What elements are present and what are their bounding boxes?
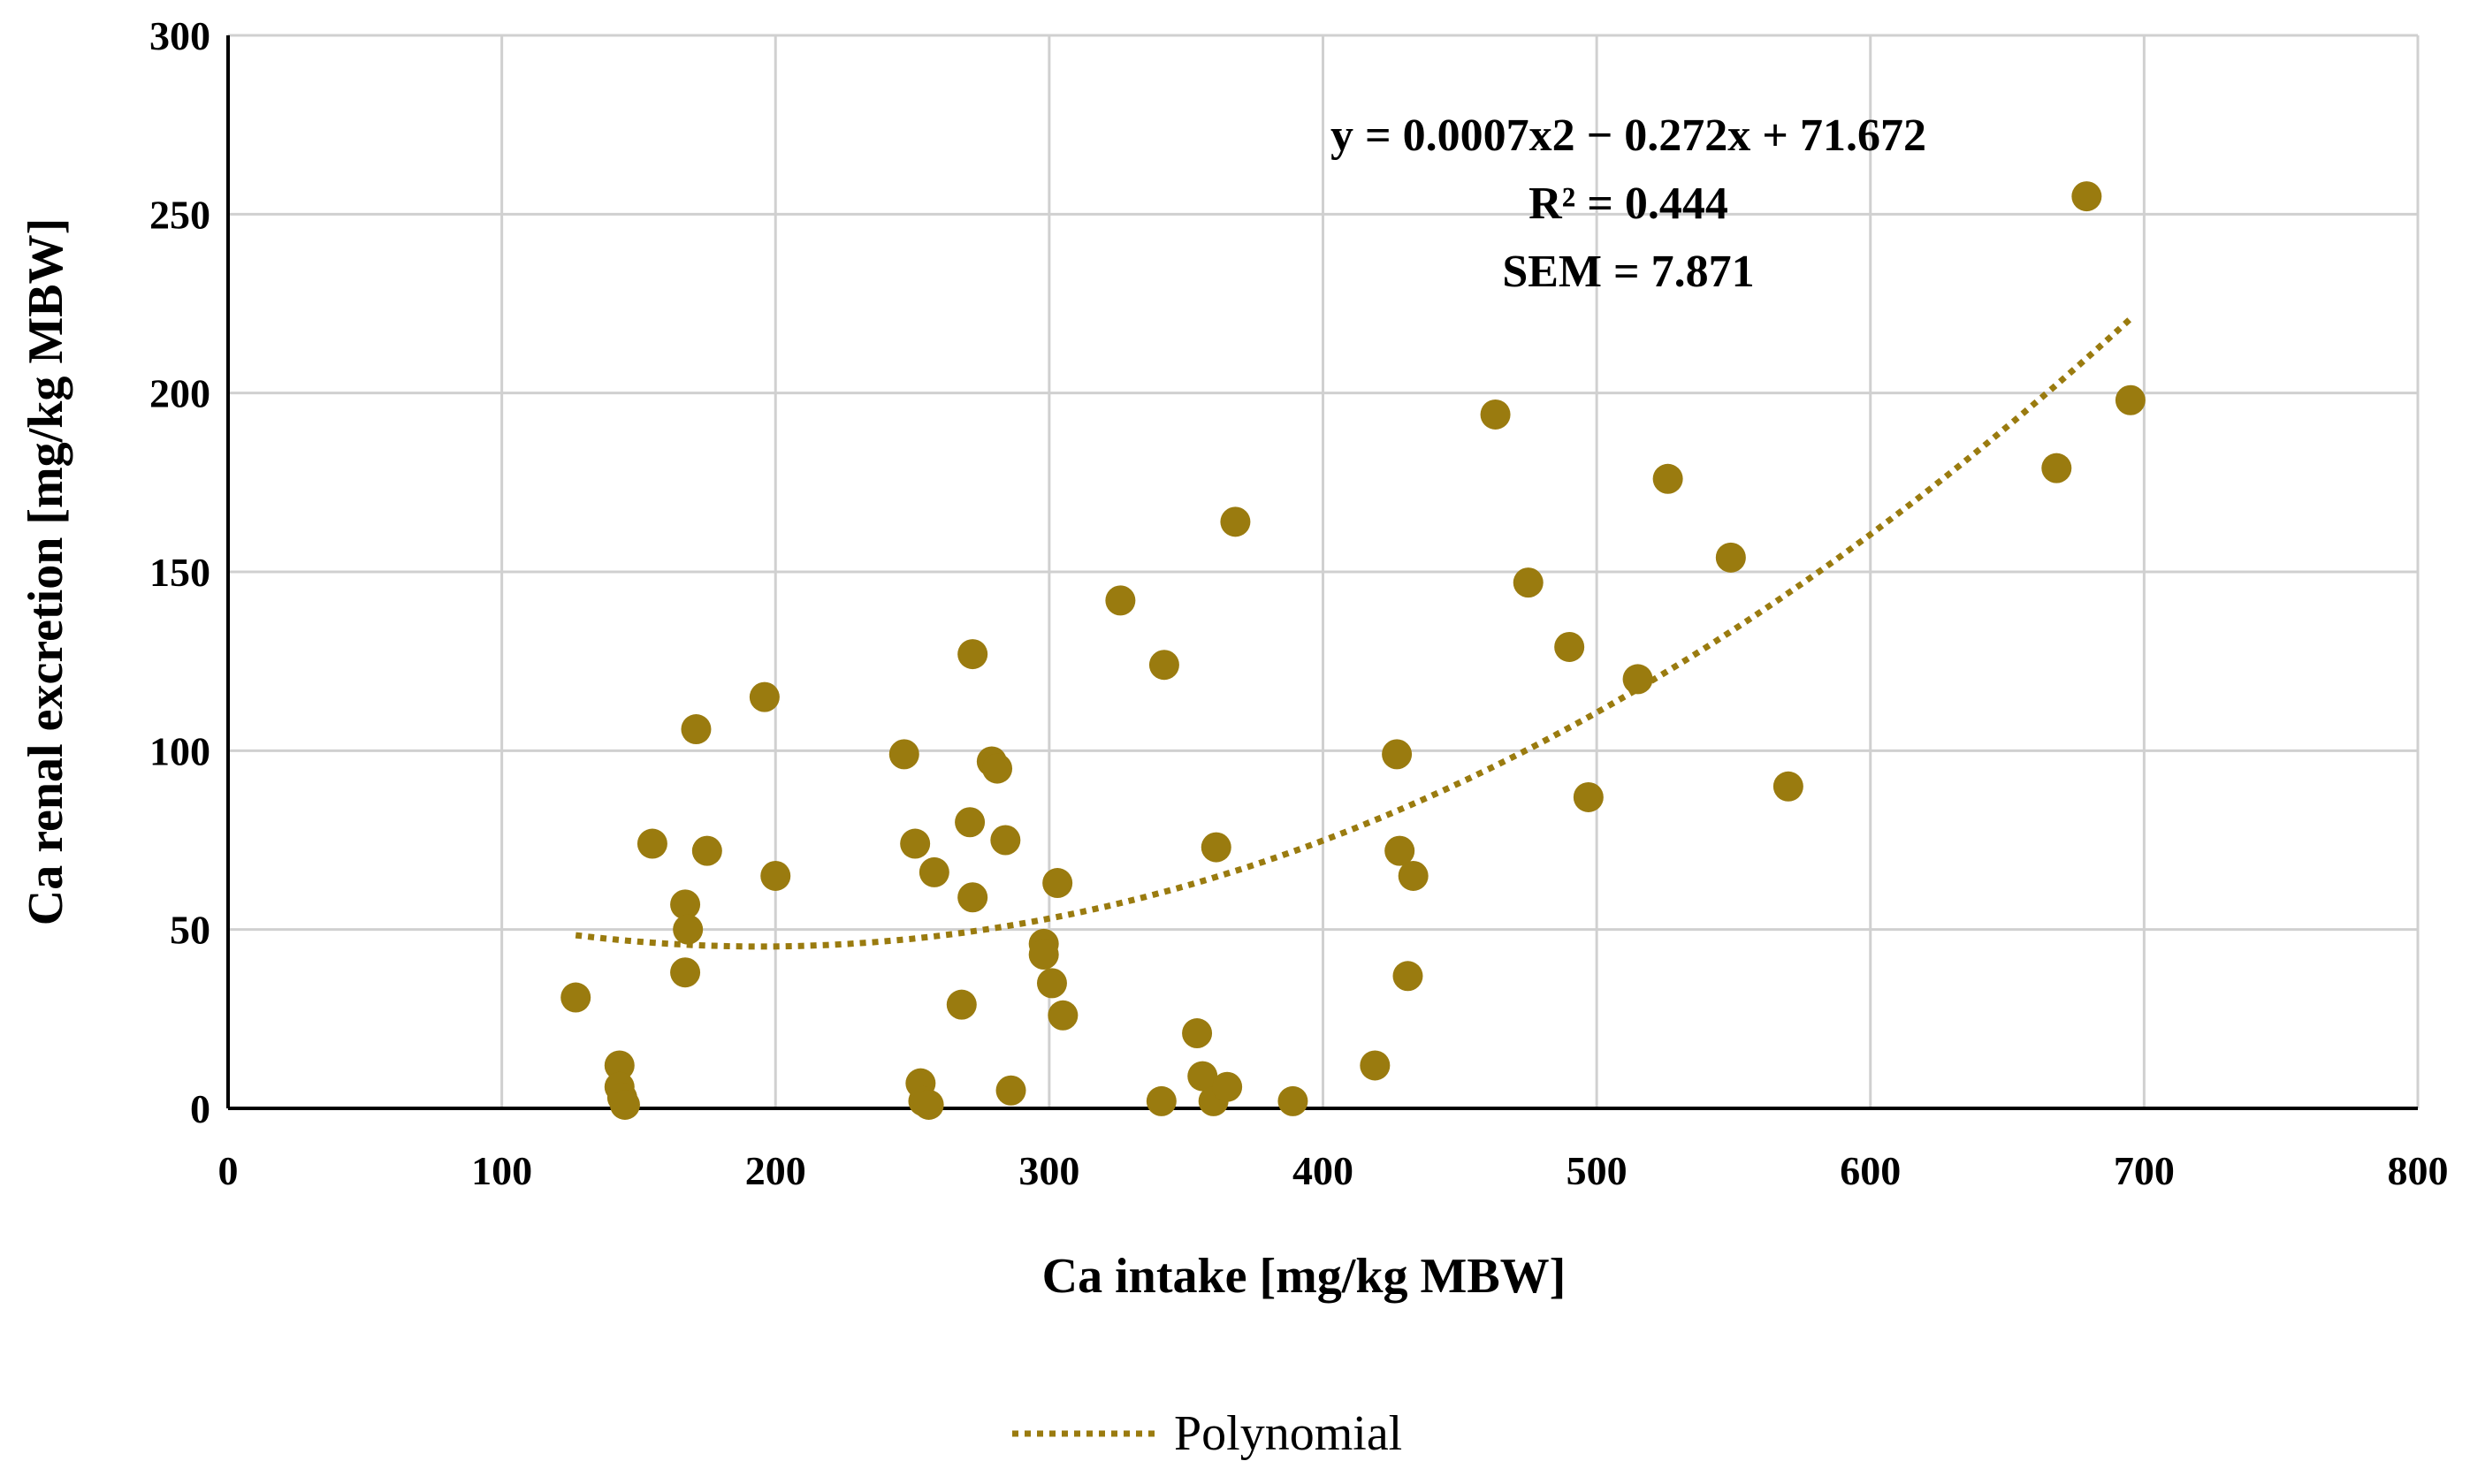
data-point <box>1392 961 1423 992</box>
sem-value: SEM = 7.871 <box>1502 247 1754 297</box>
y-tick-label: 50 <box>170 908 210 953</box>
data-point <box>900 828 931 859</box>
data-point <box>1573 781 1604 812</box>
data-point <box>888 739 919 770</box>
data-point <box>1360 1050 1391 1081</box>
x-tick-label: 500 <box>1567 1148 1628 1193</box>
trend-equation: y = 0.0007x2 − 0.272x + 71.672 <box>1330 110 1926 161</box>
x-tick-label: 400 <box>1292 1148 1353 1193</box>
data-point <box>2041 453 2072 483</box>
data-point <box>691 835 722 866</box>
x-tick-label: 0 <box>218 1148 239 1193</box>
data-point <box>670 957 701 988</box>
y-axis-title: Ca renal excretion [mg/kg MBW] <box>19 218 73 925</box>
data-points <box>560 181 2146 1120</box>
data-point <box>670 889 701 920</box>
data-point <box>749 681 780 712</box>
data-point <box>990 825 1021 856</box>
data-point <box>2115 384 2146 415</box>
data-point <box>1182 1018 1213 1049</box>
legend: Polynomial <box>1012 1406 1402 1461</box>
data-point <box>1042 868 1073 899</box>
data-point <box>1554 631 1585 662</box>
y-tick-label: 100 <box>149 728 210 773</box>
data-point <box>1028 939 1059 970</box>
trendline <box>575 316 2133 950</box>
data-point <box>1715 542 1746 573</box>
data-point <box>913 1089 944 1120</box>
data-point <box>1772 771 1803 802</box>
data-point <box>957 639 988 670</box>
data-point <box>1652 463 1683 494</box>
data-point <box>637 828 667 859</box>
data-point <box>673 914 704 945</box>
x-tick-label: 700 <box>2114 1148 2175 1193</box>
r-squared: R² = 0.444 <box>1529 179 1728 229</box>
y-tick-label: 0 <box>190 1086 210 1131</box>
data-point <box>1382 739 1413 770</box>
x-tick-label: 100 <box>471 1148 532 1193</box>
data-point <box>2071 181 2102 212</box>
data-point <box>1398 860 1429 891</box>
data-point <box>1105 585 1136 616</box>
x-axis-title: Ca intake [mg/kg MBW] <box>1042 1249 1567 1304</box>
data-point <box>982 753 1013 784</box>
y-tick-label: 200 <box>149 371 210 416</box>
data-point <box>609 1089 640 1120</box>
data-point <box>1146 1085 1177 1116</box>
x-tick-label: 300 <box>1018 1148 1079 1193</box>
data-point <box>1187 1061 1218 1092</box>
x-tick-label: 800 <box>2388 1148 2449 1193</box>
data-point <box>995 1075 1026 1106</box>
data-point <box>1480 399 1511 430</box>
grid <box>228 34 2420 1108</box>
legend-label-polynomial: Polynomial <box>1174 1406 1402 1461</box>
data-point <box>604 1050 635 1081</box>
data-point <box>1384 835 1415 866</box>
data-point <box>919 856 949 887</box>
data-point <box>760 860 791 891</box>
data-point <box>1148 650 1179 681</box>
polynomial-trendline <box>575 316 2133 950</box>
data-point <box>1220 506 1251 537</box>
y-tick-label: 300 <box>149 13 210 58</box>
data-point <box>1212 1071 1243 1102</box>
x-tick-label: 200 <box>745 1148 806 1193</box>
annotation: y = 0.0007x2 − 0.272x + 71.672 R² = 0.44… <box>1330 110 1926 297</box>
data-point <box>560 982 591 1013</box>
y-tick-label: 150 <box>149 550 210 595</box>
data-point <box>1048 1000 1079 1031</box>
data-point <box>1277 1085 1308 1116</box>
data-point <box>955 807 986 838</box>
x-tick-label: 600 <box>1840 1148 1901 1193</box>
data-point <box>946 989 977 1020</box>
data-point <box>1036 968 1067 999</box>
data-point <box>1513 567 1544 598</box>
axes <box>226 35 2418 1110</box>
data-point <box>681 714 712 745</box>
data-point <box>1622 664 1653 695</box>
tick-labels: 0 50 100 150 200 250 300 0 100 200 300 400 500 600 700… <box>149 13 2449 1193</box>
data-point <box>957 882 988 913</box>
y-tick-label: 250 <box>149 192 210 237</box>
data-point <box>1201 832 1231 863</box>
